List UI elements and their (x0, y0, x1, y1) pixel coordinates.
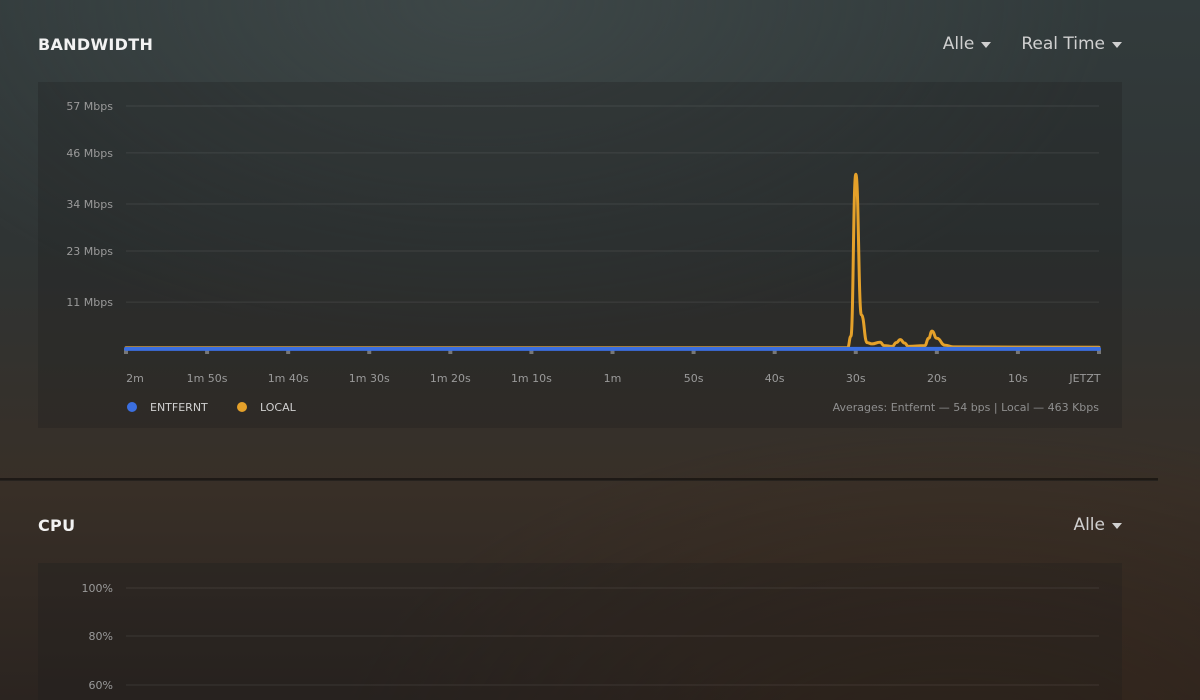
bandwidth-x-tick-label: 10s (1008, 372, 1028, 385)
cpu-y-tick-label: 60% (89, 679, 113, 692)
bandwidth-x-tick-label: 1m 20s (430, 372, 471, 385)
cpu-y-tick-label: 100% (82, 582, 113, 595)
bandwidth-x-tick (934, 349, 939, 354)
bandwidth-x-tick (1097, 349, 1101, 354)
bandwidth-x-tick-label: JETZT (1068, 372, 1100, 385)
bandwidth-y-tick-label: 57 Mbps (66, 100, 113, 113)
bandwidth-chart: 57 Mbps 46 Mbps 34 Mbps 23 Mbps 11 Mbps 2m 1m… (66, 100, 1101, 414)
bandwidth-x-tick-label: 2m (126, 372, 144, 385)
bandwidth-source-label: Alle (942, 34, 975, 54)
cpu-title: CPU (38, 515, 76, 535)
cpu-chart: 100% 80% 60% (82, 582, 1099, 692)
bandwidth-x-tick (529, 349, 534, 354)
cpu-source-label: Alle (1073, 515, 1105, 535)
bandwidth-x-tick-label: 40s (765, 372, 785, 385)
bandwidth-chart-panel: 57 Mbps 46 Mbps 34 Mbps 23 Mbps 11 Mbps 2m 1m… (38, 82, 1122, 428)
legend-dot-icon (127, 402, 137, 412)
bandwidth-x-tick-label: 30s (846, 372, 866, 385)
bandwidth-x-tick (610, 349, 615, 354)
bandwidth-timerange-label: Real Time (1021, 34, 1105, 54)
bandwidth-header: BANDWIDTH Alle Real Time (38, 34, 1122, 54)
bandwidth-dropdowns: Alle Real Time (943, 34, 1122, 54)
bandwidth-x-tick (367, 349, 372, 354)
bandwidth-x-tick-label: 50s (684, 372, 704, 385)
legend-label: ENTFERNT (150, 401, 208, 414)
bandwidth-x-tick-label: 1m (604, 372, 622, 385)
caret-down-icon (1112, 41, 1122, 48)
bandwidth-title: BANDWIDTH (38, 34, 154, 54)
bandwidth-x-tick-label: 1m 30s (349, 372, 390, 385)
cpu-dropdowns: Alle (1073, 515, 1122, 535)
bandwidth-y-tick-label: 11 Mbps (66, 296, 113, 309)
bandwidth-x-tick (124, 349, 128, 354)
bandwidth-x-tick (853, 349, 858, 354)
legend-label: LOCAL (260, 401, 297, 414)
bandwidth-x-tick-label: 1m 40s (268, 372, 309, 385)
series-line-local (124, 172, 1101, 350)
caret-down-icon (1112, 522, 1122, 529)
bandwidth-x-tick-label: 1m 10s (511, 372, 552, 385)
cpu-y-tick-label: 80% (89, 630, 113, 643)
bandwidth-timerange-dropdown[interactable]: Real Time (1021, 34, 1122, 54)
bandwidth-x-tick (205, 349, 210, 354)
bandwidth-y-tick-label: 46 Mbps (66, 147, 113, 160)
section-divider (0, 478, 1158, 481)
cpu-header: CPU Alle (38, 515, 1122, 535)
cpu-source-dropdown[interactable]: Alle (1073, 515, 1122, 535)
bandwidth-source-dropdown[interactable]: Alle (943, 34, 992, 54)
bandwidth-x-tick-label: 20s (927, 372, 947, 385)
bandwidth-y-tick-label: 34 Mbps (66, 198, 113, 211)
legend-item-entfernt[interactable]: ENTFERNT (127, 401, 208, 414)
bandwidth-x-tick (691, 349, 696, 354)
legend-item-local[interactable]: LOCAL (237, 401, 297, 414)
caret-down-icon (981, 41, 992, 48)
bandwidth-x-tick (286, 349, 291, 354)
cpu-chart-panel: 100% 80% 60% (38, 563, 1122, 700)
bandwidth-x-tick (772, 349, 777, 354)
bandwidth-x-tick (448, 349, 453, 354)
legend-dot-icon (237, 402, 247, 412)
bandwidth-x-tick-label: 1m 50s (187, 372, 228, 385)
bandwidth-y-tick-label: 23 Mbps (66, 245, 113, 258)
bandwidth-averages: Averages: Entfernt — 54 bps | Local — 46… (833, 401, 1100, 414)
bandwidth-x-tick (1015, 349, 1020, 354)
